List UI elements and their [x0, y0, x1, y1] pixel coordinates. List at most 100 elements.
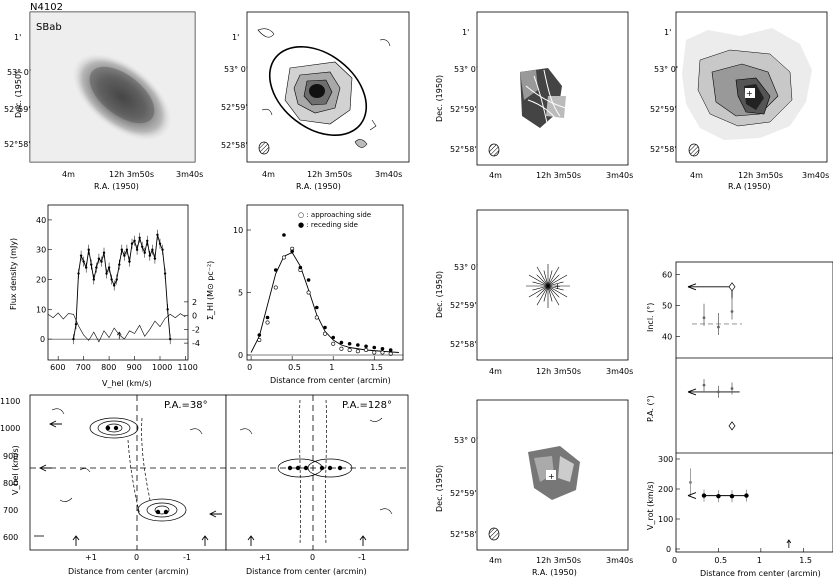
incl-y-tick-label: 40 — [662, 332, 672, 341]
ra-tick-2: 12h 3m50s — [109, 170, 154, 179]
dec-tick-1: 1' — [14, 33, 21, 42]
dec-axis-label: Dec. (1950) — [435, 465, 444, 512]
x-tick-label: 800 — [101, 363, 116, 372]
dec-tick-3: 52°59' — [450, 489, 477, 498]
approaching-point — [364, 347, 369, 352]
vrot-y-tick-label: 0 — [666, 545, 671, 554]
profile-point — [161, 248, 164, 251]
morphology-label: SBab — [36, 22, 62, 33]
y-tick-label: 0 — [238, 351, 243, 360]
receding-point — [314, 305, 319, 310]
rc-x-tick-label: 0 — [672, 556, 677, 565]
approaching-point — [355, 349, 360, 354]
receding-point — [298, 265, 303, 270]
vrot-bottom-arrow — [786, 539, 792, 548]
profile-point — [77, 272, 80, 275]
pa-label-left: P.A.=38° — [164, 400, 208, 411]
pv-y-tick: 600 — [3, 533, 18, 542]
pv-x-tick: 0 — [310, 553, 315, 562]
velocity-vector — [547, 274, 560, 287]
y-tick-label: 40 — [36, 216, 46, 225]
ra-tick-2: 12h 3m50s — [536, 556, 581, 565]
incl-point — [717, 325, 720, 329]
profile-point — [107, 266, 111, 269]
approaching-point — [273, 285, 278, 290]
profile-point — [133, 239, 136, 242]
profile-point — [115, 278, 118, 281]
galaxy-name: N4102 — [30, 2, 63, 13]
ra-tick-2: 12h 3m50s — [738, 171, 783, 180]
pv-x-tick: -1 — [183, 553, 191, 562]
pa-diamond — [728, 421, 736, 431]
profile-point — [120, 248, 124, 251]
dec-axis-label: Dec. (1950) — [14, 71, 23, 118]
pv-x-tick: +1 — [85, 553, 97, 562]
profile-point — [79, 254, 83, 257]
receding-point — [356, 343, 360, 347]
pa-point — [702, 383, 706, 387]
ra-tick-2: 12h 3m50s — [536, 367, 581, 376]
optical-ellipse — [268, 45, 368, 137]
rc-x-tick-label: 0.5 — [714, 556, 727, 565]
profile-point — [74, 323, 78, 326]
receding-point — [265, 315, 270, 320]
y2-tick-label: 0 — [192, 312, 197, 321]
hi-map-panel: 1' 53° 0' 52°59' 52°58' 4m 12h 3m50s 3m4… — [221, 11, 410, 191]
svg-text:+: + — [746, 89, 753, 98]
y-tick-label: 0 — [40, 335, 45, 344]
legend-approaching: ○ : approaching side — [298, 211, 371, 219]
approaching-point — [314, 315, 319, 320]
dec-tick-4: 52°58' — [450, 340, 477, 349]
ra-tick-1: 4m — [489, 367, 502, 376]
x-tick-label: 1100 — [177, 363, 197, 372]
receding-point — [339, 340, 344, 345]
pa-arrow — [687, 388, 697, 396]
ra-tick-3: 3m40s — [375, 170, 402, 179]
velocity-vector — [547, 270, 553, 287]
receding-point — [331, 335, 336, 340]
profile-point — [92, 278, 96, 281]
receding-point — [290, 249, 294, 254]
y-tick-label: 30 — [36, 246, 46, 255]
vrot-point — [716, 494, 721, 499]
dec-tick-3: 52°59' — [650, 105, 677, 114]
optical-image-panel: SBab 1' 53° 0' 52°59' 52°58' 4m 12h 3m50… — [4, 11, 203, 191]
radial-profile-panel: 0 0.5 1 1.5 0 5 10 Σ_HI (M⊙ pc⁻²) Distance fro… — [206, 204, 404, 385]
profile-point — [128, 260, 131, 263]
profile-point — [97, 257, 101, 260]
velocity-vector — [536, 285, 549, 306]
ra-axis-label: R.A. (1950) — [532, 568, 577, 577]
pv-x-tick: 0 — [134, 553, 139, 562]
profile-point — [87, 248, 90, 251]
receding-point — [364, 344, 368, 349]
profile-point — [125, 248, 129, 251]
incl-y-tick-label: 60 — [662, 270, 672, 279]
velocity-vector — [547, 285, 553, 302]
x-tick-label: 700 — [76, 363, 91, 372]
systemic-arrow — [116, 331, 122, 340]
pv-x-tick: -1 — [358, 553, 366, 562]
dec-tick-4: 52°58' — [450, 145, 477, 154]
velocity-vector — [543, 285, 549, 302]
y2-tick-label: -2 — [192, 325, 200, 334]
dec-tick-3: 52°59' — [221, 103, 248, 112]
y2-tick-label: -4 — [192, 339, 200, 348]
dec-tick-3: 52°59' — [4, 105, 31, 114]
ra-tick-3: 3m40s — [606, 171, 633, 180]
ra-tick-3: 3m40s — [606, 367, 633, 376]
ra-axis-label: R.A. (1950) — [296, 182, 341, 191]
receding-point — [372, 345, 377, 350]
ra-tick-1: 4m — [262, 170, 275, 179]
ra-tick-1: 4m — [489, 556, 502, 565]
velocity-field-panels: 1' 53° 0' 52°59' 52°58' 4m 12h 3m50s 3m4… — [435, 11, 633, 577]
y-axis-label: Σ_HI (M⊙ pc⁻²) — [206, 261, 215, 320]
x-tick-label: 0.5 — [288, 363, 301, 372]
profile-point — [123, 254, 126, 257]
x-tick-label: 1 — [329, 363, 334, 372]
vrot-point — [701, 493, 707, 498]
pv-y-axis-label: V_hel (km/s) — [11, 445, 20, 495]
velocity-vector — [547, 285, 568, 298]
pv-x-axis-label-left: Distance from center (arcmin) — [68, 567, 189, 576]
velocity-vector — [532, 285, 549, 291]
